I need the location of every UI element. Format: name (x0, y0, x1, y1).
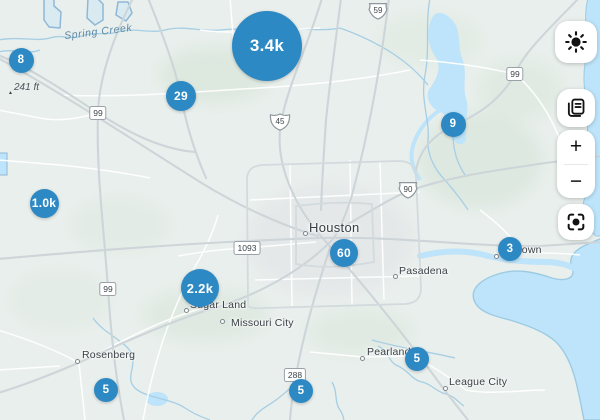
city-dot (302, 230, 308, 236)
state-highway-shield: 99 (89, 106, 107, 120)
city-label: Houston (309, 220, 360, 235)
state-highway-shield: 288 (283, 368, 307, 382)
city-label: League City (449, 376, 508, 388)
shield-number: 99 (510, 69, 520, 79)
shield-number: 99 (103, 284, 113, 294)
cluster-marker[interactable]: 5 (405, 347, 429, 371)
city-dot (359, 355, 365, 361)
shield-outline-icon (368, 3, 388, 20)
sun-icon (564, 30, 588, 54)
us-highway-shield: 90 (398, 181, 419, 199)
recenter-button[interactable] (558, 204, 594, 240)
city-dot (74, 358, 80, 364)
cluster-marker[interactable]: 2.2k (181, 269, 219, 307)
shield-outline-icon (269, 113, 291, 131)
focus-icon (565, 211, 587, 233)
interstate-highway-shield: 45 (269, 113, 291, 131)
zoom-divider (564, 163, 588, 165)
shield-outline-icon (398, 182, 418, 199)
document-icon (565, 97, 587, 119)
cluster-marker[interactable]: 5 (289, 379, 313, 403)
city-dot (183, 307, 189, 313)
layers-button[interactable] (557, 89, 595, 127)
us-highway-shield: 59 (368, 2, 389, 20)
state-highway-shield: 99 (506, 67, 524, 81)
zoom-out-button[interactable]: − (557, 165, 595, 199)
city-dot (392, 273, 398, 279)
cluster-marker[interactable]: 60 (330, 239, 358, 267)
cluster-marker[interactable]: 9 (440, 111, 466, 137)
zoom-control-group: + − (557, 130, 595, 198)
peak-icon: ▲ (8, 90, 13, 96)
shield-number: 288 (287, 370, 303, 380)
zoom-in-button[interactable]: + (557, 130, 595, 164)
cluster-marker[interactable]: 8 (8, 47, 34, 73)
state-highway-shield: 1093 (233, 241, 261, 255)
city-dot (493, 253, 499, 259)
city-label: Missouri City (231, 317, 294, 329)
shield-number: 99 (93, 108, 103, 118)
cluster-marker[interactable]: 5 (94, 378, 118, 402)
elevation-label: ▲ 241 ft (8, 82, 40, 96)
city-label: Pasadena (399, 265, 448, 277)
state-highway-shield: 99 (99, 282, 117, 296)
cluster-marker[interactable]: 1.0k (29, 188, 59, 218)
style-toggle-button[interactable] (555, 21, 597, 63)
shield-number: 1093 (237, 243, 257, 253)
shield-number: 90 (403, 184, 413, 194)
city-dot (442, 385, 448, 391)
shield-number: 59 (373, 5, 383, 15)
city-label: Rosenberg (82, 349, 136, 361)
city-dot (219, 318, 225, 324)
shield-number: 45 (275, 116, 285, 126)
city-label: Pearland (367, 346, 411, 358)
cluster-marker[interactable]: 29 (166, 81, 196, 111)
cluster-marker[interactable]: 3 (498, 237, 522, 261)
cluster-marker[interactable]: 3.4k (232, 11, 302, 81)
